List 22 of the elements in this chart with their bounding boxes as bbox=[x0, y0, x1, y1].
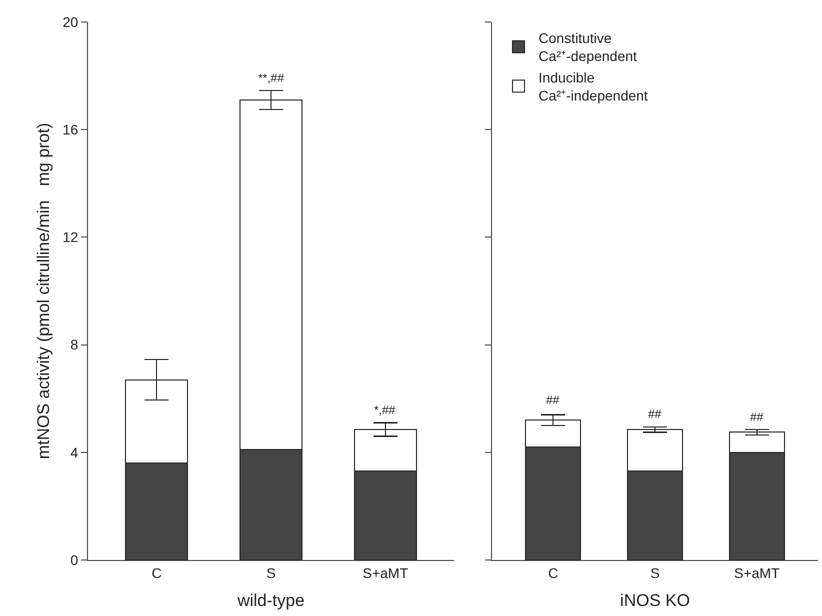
legend-label: Constitutive Ca²⁺-dependent bbox=[538, 30, 638, 64]
y-tick-label: 20 bbox=[62, 14, 78, 30]
x-axis-title: iNOS KO bbox=[620, 591, 690, 610]
x-axis-title: wild-type bbox=[236, 591, 305, 610]
x-tick-label: S bbox=[266, 564, 276, 581]
x-tick-label: C bbox=[152, 564, 162, 581]
annotation: ## bbox=[648, 407, 662, 421]
x-tick-label: S bbox=[650, 564, 660, 581]
legend-label: Inducible Ca²⁺-independent bbox=[538, 69, 648, 104]
annotation: *,## bbox=[374, 403, 396, 417]
annotation: **,## bbox=[258, 71, 284, 85]
annotation: ## bbox=[750, 410, 764, 424]
y-tick-label: 16 bbox=[62, 122, 78, 138]
y-axis-title: mtNOS activity (pmol citrulline/min mg prot) bbox=[34, 122, 54, 460]
x-tick-label: S+aMT bbox=[362, 564, 409, 581]
x-tick-label: C bbox=[548, 564, 558, 581]
x-tick-label: S+aMT bbox=[734, 564, 780, 581]
y-tick-label: 0 bbox=[70, 552, 78, 568]
y-tick-label: 4 bbox=[70, 444, 78, 460]
annotation: ## bbox=[546, 393, 560, 407]
y-tick-label: 12 bbox=[62, 229, 78, 246]
y-tick-label: 8 bbox=[70, 336, 78, 353]
